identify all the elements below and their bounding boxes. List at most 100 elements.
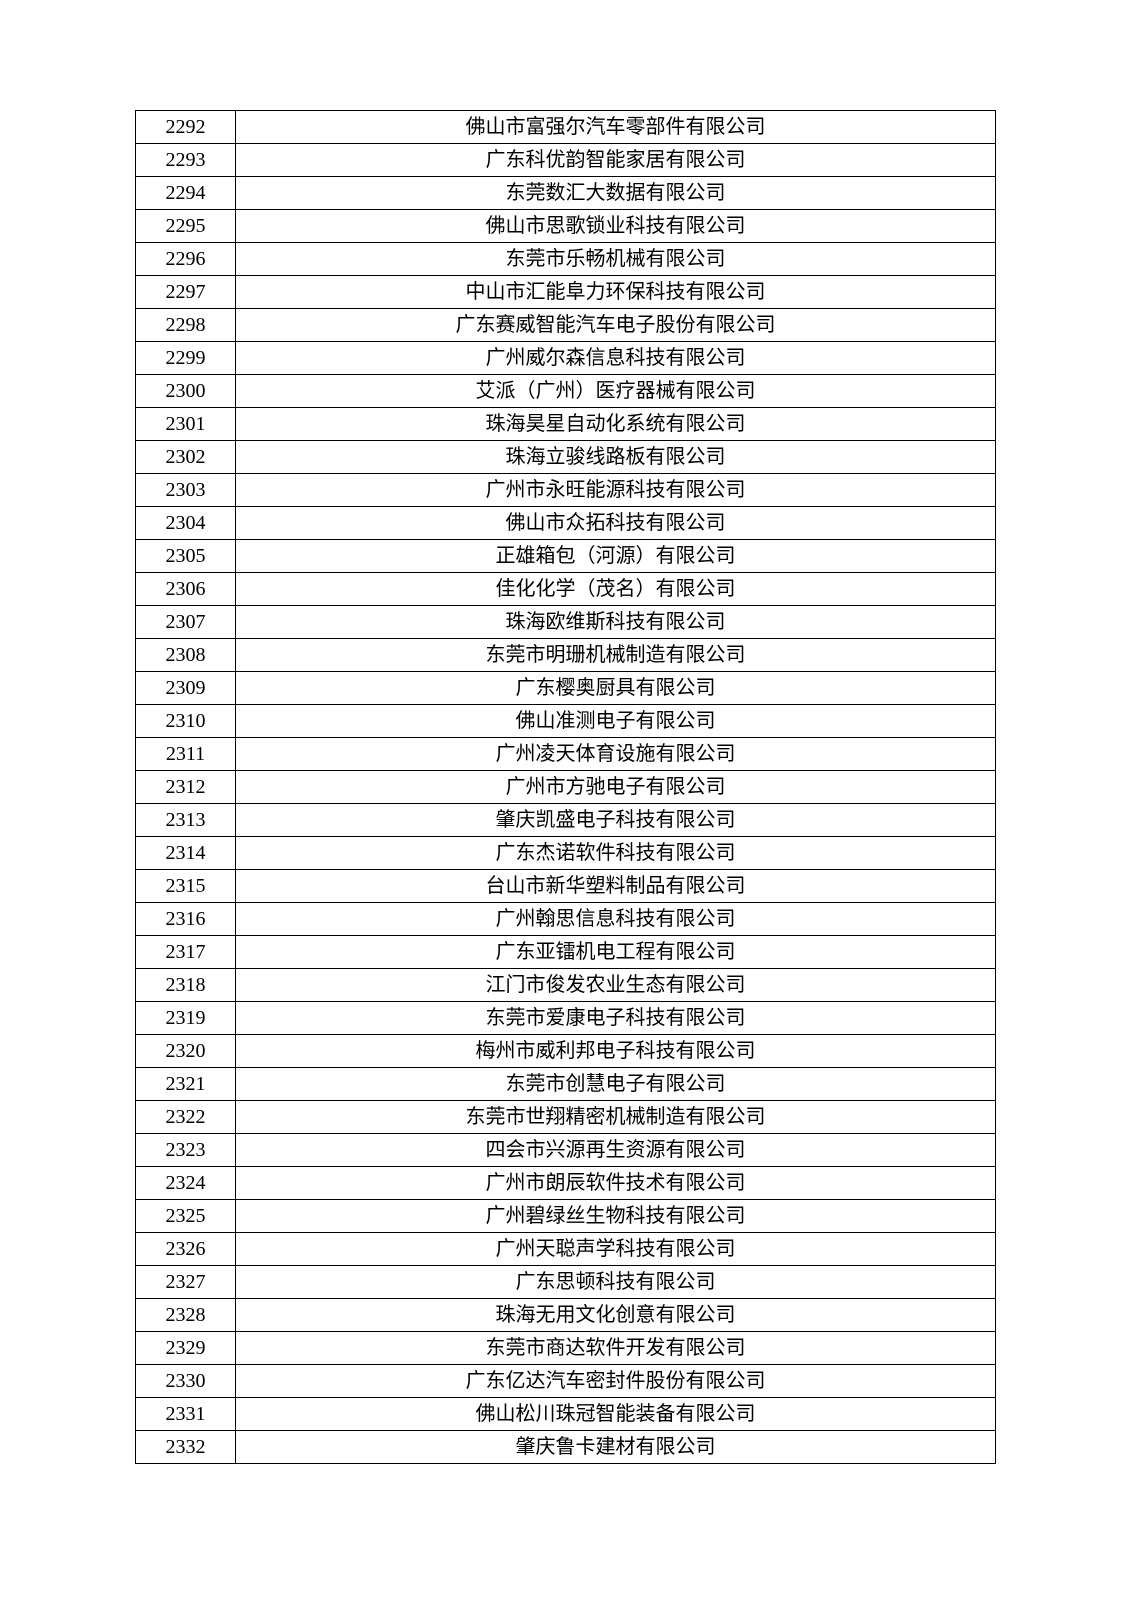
table-row: 2306佳化化学（茂名）有限公司	[136, 573, 996, 606]
table-row: 2316广州翰思信息科技有限公司	[136, 903, 996, 936]
table-row: 2299广州威尔森信息科技有限公司	[136, 342, 996, 375]
table-row: 2300艾派（广州）医疗器械有限公司	[136, 375, 996, 408]
company-name: 广州市方驰电子有限公司	[236, 771, 996, 804]
table-row: 2321东莞市创慧电子有限公司	[136, 1068, 996, 1101]
row-id: 2304	[136, 507, 236, 540]
table-row: 2327广东思顿科技有限公司	[136, 1266, 996, 1299]
table-row: 2329东莞市商达软件开发有限公司	[136, 1332, 996, 1365]
table-row: 2315台山市新华塑料制品有限公司	[136, 870, 996, 903]
company-name: 台山市新华塑料制品有限公司	[236, 870, 996, 903]
table-row: 2292佛山市富强尔汽车零部件有限公司	[136, 111, 996, 144]
company-name: 中山市汇能阜力环保科技有限公司	[236, 276, 996, 309]
company-name: 广东樱奥厨具有限公司	[236, 672, 996, 705]
company-name: 佛山市富强尔汽车零部件有限公司	[236, 111, 996, 144]
row-id: 2312	[136, 771, 236, 804]
company-name: 广州翰思信息科技有限公司	[236, 903, 996, 936]
company-name: 佳化化学（茂名）有限公司	[236, 573, 996, 606]
company-name: 珠海立骏线路板有限公司	[236, 441, 996, 474]
row-id: 2294	[136, 177, 236, 210]
table-row: 2325广州碧绿丝生物科技有限公司	[136, 1200, 996, 1233]
company-name: 东莞市创慧电子有限公司	[236, 1068, 996, 1101]
table-row: 2311广州凌天体育设施有限公司	[136, 738, 996, 771]
table-row: 2319东莞市爱康电子科技有限公司	[136, 1002, 996, 1035]
table-row: 2307珠海欧维斯科技有限公司	[136, 606, 996, 639]
company-table: 2292佛山市富强尔汽车零部件有限公司2293广东科优韵智能家居有限公司2294…	[135, 110, 996, 1464]
row-id: 2316	[136, 903, 236, 936]
company-name: 肇庆凯盛电子科技有限公司	[236, 804, 996, 837]
company-name: 佛山市众拓科技有限公司	[236, 507, 996, 540]
company-name: 珠海欧维斯科技有限公司	[236, 606, 996, 639]
table-row: 2297中山市汇能阜力环保科技有限公司	[136, 276, 996, 309]
company-name: 正雄箱包（河源）有限公司	[236, 540, 996, 573]
table-row: 2332肇庆鲁卡建材有限公司	[136, 1431, 996, 1464]
row-id: 2330	[136, 1365, 236, 1398]
row-id: 2296	[136, 243, 236, 276]
row-id: 2326	[136, 1233, 236, 1266]
company-name: 四会市兴源再生资源有限公司	[236, 1134, 996, 1167]
company-name: 广州市朗辰软件技术有限公司	[236, 1167, 996, 1200]
table-row: 2301珠海昊星自动化系统有限公司	[136, 408, 996, 441]
table-row: 2331佛山松川珠冠智能装备有限公司	[136, 1398, 996, 1431]
company-name: 广东亿达汽车密封件股份有限公司	[236, 1365, 996, 1398]
table-row: 2304佛山市众拓科技有限公司	[136, 507, 996, 540]
row-id: 2293	[136, 144, 236, 177]
table-row: 2296东莞市乐畅机械有限公司	[136, 243, 996, 276]
company-name: 广东思顿科技有限公司	[236, 1266, 996, 1299]
table-row: 2330广东亿达汽车密封件股份有限公司	[136, 1365, 996, 1398]
company-name: 广州碧绿丝生物科技有限公司	[236, 1200, 996, 1233]
table-row: 2322东莞市世翔精密机械制造有限公司	[136, 1101, 996, 1134]
row-id: 2297	[136, 276, 236, 309]
row-id: 2331	[136, 1398, 236, 1431]
table-row: 2295佛山市思歌锁业科技有限公司	[136, 210, 996, 243]
table-row: 2312广州市方驰电子有限公司	[136, 771, 996, 804]
company-name: 广州天聪声学科技有限公司	[236, 1233, 996, 1266]
company-name: 佛山市思歌锁业科技有限公司	[236, 210, 996, 243]
row-id: 2306	[136, 573, 236, 606]
row-id: 2323	[136, 1134, 236, 1167]
company-name: 东莞市爱康电子科技有限公司	[236, 1002, 996, 1035]
table-row: 2308东莞市明珊机械制造有限公司	[136, 639, 996, 672]
company-name: 东莞市世翔精密机械制造有限公司	[236, 1101, 996, 1134]
company-name: 江门市俊发农业生态有限公司	[236, 969, 996, 1002]
row-id: 2329	[136, 1332, 236, 1365]
table-row: 2318江门市俊发农业生态有限公司	[136, 969, 996, 1002]
row-id: 2328	[136, 1299, 236, 1332]
row-id: 2299	[136, 342, 236, 375]
company-name: 东莞市商达软件开发有限公司	[236, 1332, 996, 1365]
table-row: 2298广东赛威智能汽车电子股份有限公司	[136, 309, 996, 342]
table-row: 2328珠海无用文化创意有限公司	[136, 1299, 996, 1332]
company-name: 广东赛威智能汽车电子股份有限公司	[236, 309, 996, 342]
company-name: 广东杰诺软件科技有限公司	[236, 837, 996, 870]
row-id: 2309	[136, 672, 236, 705]
company-name: 东莞市乐畅机械有限公司	[236, 243, 996, 276]
row-id: 2307	[136, 606, 236, 639]
company-name: 广州威尔森信息科技有限公司	[236, 342, 996, 375]
table-row: 2317广东亚镭机电工程有限公司	[136, 936, 996, 969]
company-name: 广东科优韵智能家居有限公司	[236, 144, 996, 177]
company-name: 艾派（广州）医疗器械有限公司	[236, 375, 996, 408]
row-id: 2314	[136, 837, 236, 870]
row-id: 2300	[136, 375, 236, 408]
company-name: 珠海昊星自动化系统有限公司	[236, 408, 996, 441]
row-id: 2321	[136, 1068, 236, 1101]
row-id: 2311	[136, 738, 236, 771]
row-id: 2292	[136, 111, 236, 144]
row-id: 2310	[136, 705, 236, 738]
row-id: 2298	[136, 309, 236, 342]
table-row: 2314广东杰诺软件科技有限公司	[136, 837, 996, 870]
company-name: 肇庆鲁卡建材有限公司	[236, 1431, 996, 1464]
row-id: 2332	[136, 1431, 236, 1464]
table-row: 2302珠海立骏线路板有限公司	[136, 441, 996, 474]
table-row: 2324广州市朗辰软件技术有限公司	[136, 1167, 996, 1200]
company-name: 佛山准测电子有限公司	[236, 705, 996, 738]
company-name: 珠海无用文化创意有限公司	[236, 1299, 996, 1332]
row-id: 2295	[136, 210, 236, 243]
row-id: 2308	[136, 639, 236, 672]
row-id: 2315	[136, 870, 236, 903]
table-row: 2294东莞数汇大数据有限公司	[136, 177, 996, 210]
table-row: 2310佛山准测电子有限公司	[136, 705, 996, 738]
table-row: 2305正雄箱包（河源）有限公司	[136, 540, 996, 573]
row-id: 2319	[136, 1002, 236, 1035]
table-row: 2303广州市永旺能源科技有限公司	[136, 474, 996, 507]
company-name: 东莞数汇大数据有限公司	[236, 177, 996, 210]
